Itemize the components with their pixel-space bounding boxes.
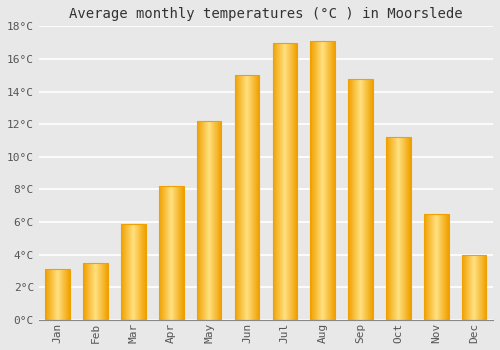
Bar bbox=[272, 43, 297, 320]
Bar bbox=[348, 78, 373, 320]
Bar bbox=[197, 121, 222, 320]
Bar bbox=[84, 263, 108, 320]
Bar bbox=[424, 214, 448, 320]
Bar bbox=[386, 137, 410, 320]
Bar bbox=[234, 75, 260, 320]
Bar bbox=[46, 270, 70, 320]
Bar bbox=[159, 186, 184, 320]
Bar bbox=[462, 255, 486, 320]
Bar bbox=[121, 224, 146, 320]
Bar bbox=[310, 41, 335, 320]
Title: Average monthly temperatures (°C ) in Moorslede: Average monthly temperatures (°C ) in Mo… bbox=[69, 7, 462, 21]
